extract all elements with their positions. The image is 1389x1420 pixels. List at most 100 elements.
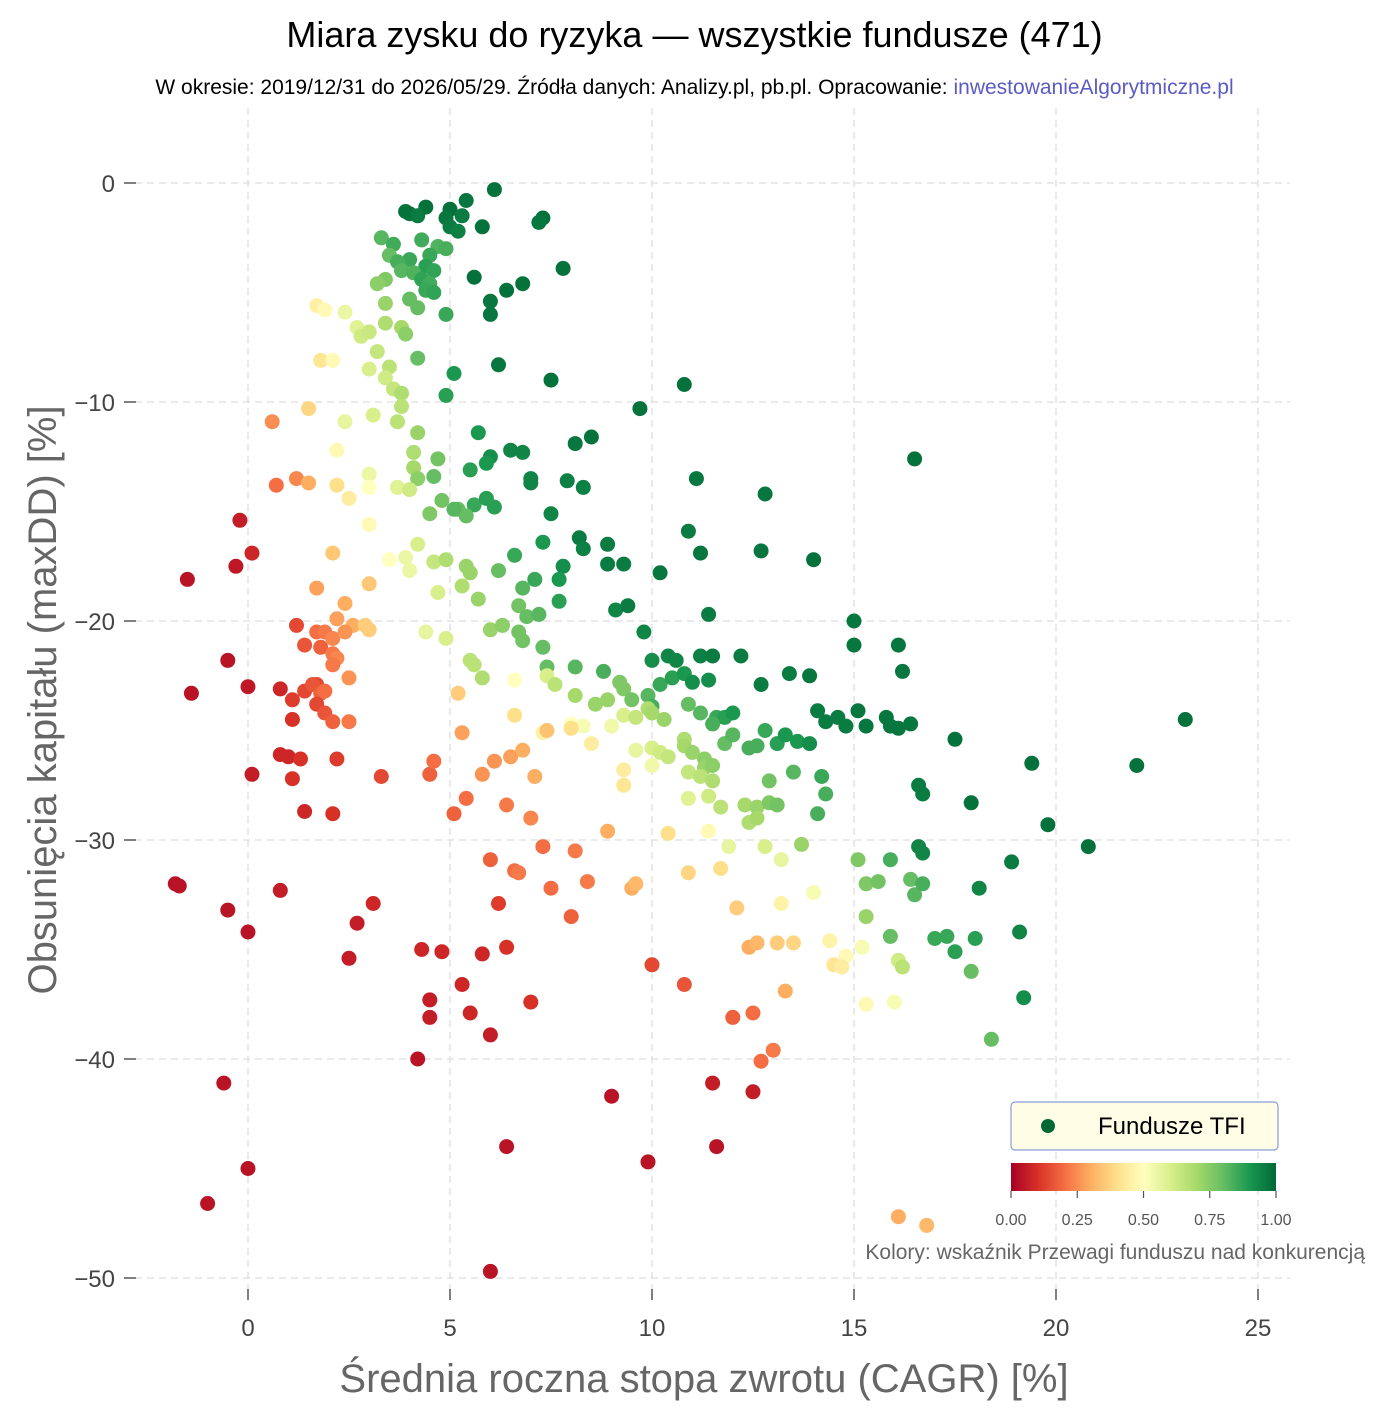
fund-point: [628, 709, 644, 725]
fund-point: [527, 571, 543, 587]
colorbar-tick-label: 0.50: [1128, 1212, 1159, 1229]
fund-point: [402, 563, 418, 579]
fund-point: [636, 624, 652, 640]
colorbar-gradient: [1011, 1163, 1276, 1191]
fund-point: [398, 204, 414, 219]
fund-point: [495, 617, 510, 633]
fund-point: [721, 839, 737, 855]
fund-point: [616, 762, 632, 778]
fund-point: [737, 797, 753, 813]
fund-point: [341, 950, 357, 966]
fund-point: [915, 876, 931, 892]
fund-point: [777, 983, 793, 999]
fund-point: [701, 823, 717, 839]
fund-point: [284, 712, 300, 727]
fund-point: [684, 744, 700, 760]
fund-point: [757, 486, 773, 502]
y-axis-label: Obsunięcia kapitału (maxDD) [%]: [21, 405, 65, 994]
legend: Fundusze TFI: [1010, 1101, 1279, 1151]
fund-point: [474, 670, 490, 686]
fund-point: [753, 1053, 769, 1069]
fund-point: [474, 766, 490, 782]
fund-point: [499, 797, 515, 813]
fund-point: [749, 738, 765, 754]
fund-point: [414, 942, 430, 957]
fund-point: [907, 887, 923, 903]
fund-point: [503, 749, 519, 765]
fund-point: [434, 944, 450, 960]
chart-title: Miara zysku do ryzyka — wszystkie fundus…: [286, 14, 1103, 55]
fund-point: [527, 769, 543, 784]
fund-point: [1177, 712, 1193, 727]
fund-point: [693, 545, 708, 561]
fund-point: [511, 598, 527, 614]
fund-point: [725, 705, 741, 721]
fund-point: [313, 352, 329, 368]
fund-point: [757, 839, 773, 855]
fund-point: [272, 681, 288, 697]
colorbar-ticks: 0.00 0.25 0.50 0.75 1.00: [995, 1191, 1292, 1229]
fund-point: [846, 613, 862, 629]
fund-point: [482, 293, 498, 309]
fund-point: [284, 771, 300, 787]
fund-point: [361, 622, 377, 638]
fund-point: [705, 758, 721, 773]
fund-point: [967, 931, 983, 946]
fund-point: [882, 928, 898, 944]
fund-point: [563, 909, 579, 925]
fund-point: [608, 602, 624, 618]
fund-point: [458, 508, 474, 524]
fund-point: [600, 556, 616, 572]
fund-point: [890, 1209, 906, 1225]
fund-point: [850, 703, 866, 719]
fund-point: [297, 804, 313, 819]
fund-point: [329, 442, 345, 458]
fund-point: [482, 306, 498, 322]
fund-point: [410, 425, 426, 441]
fund-point: [632, 401, 648, 417]
fund-point: [810, 703, 826, 719]
fund-point: [814, 769, 830, 784]
fund-point: [474, 219, 490, 235]
fund-point: [600, 823, 616, 839]
colorbar-tick-label: 0.00: [995, 1212, 1026, 1229]
fund-point: [535, 639, 551, 655]
fund-point: [785, 935, 801, 951]
fund-point: [616, 681, 632, 697]
x-axis-ticks: 0 5 10 15 20 25: [241, 1289, 1271, 1342]
fund-point: [1040, 817, 1056, 833]
x-tick-label: 15: [841, 1315, 868, 1342]
fund-point: [1129, 758, 1145, 773]
fund-point: [361, 576, 377, 592]
fund-point: [402, 482, 418, 498]
legend-box: [1010, 1101, 1279, 1151]
fund-point: [640, 1154, 656, 1170]
fund-point: [398, 550, 414, 565]
fund-point: [705, 648, 721, 664]
fund-point: [915, 786, 931, 802]
fund-point: [567, 436, 583, 452]
fund-point: [939, 928, 955, 944]
fund-point: [680, 696, 696, 712]
fund-point: [551, 571, 567, 587]
fund-point: [474, 946, 490, 962]
fund-point: [337, 414, 353, 430]
fund-point: [882, 852, 898, 868]
fund-point: [713, 861, 729, 876]
fund-point: [713, 799, 729, 815]
legend-label: Fundusze TFI: [1098, 1113, 1246, 1140]
fund-point: [329, 611, 345, 627]
fund-point: [462, 462, 478, 478]
fund-point: [802, 668, 818, 684]
fund-point: [604, 1088, 620, 1104]
fund-point: [1012, 924, 1028, 940]
fund-point: [418, 624, 434, 640]
fund-point: [818, 714, 834, 730]
fund-point: [478, 455, 494, 471]
colorbar-tick-label: 0.75: [1194, 1212, 1225, 1229]
fund-point: [337, 304, 353, 320]
fund-point: [947, 944, 963, 960]
fund-point: [749, 810, 765, 826]
subtitle-link[interactable]: inwestowanieAlgorytmiczne.pl: [953, 76, 1234, 99]
fund-point: [543, 506, 559, 522]
